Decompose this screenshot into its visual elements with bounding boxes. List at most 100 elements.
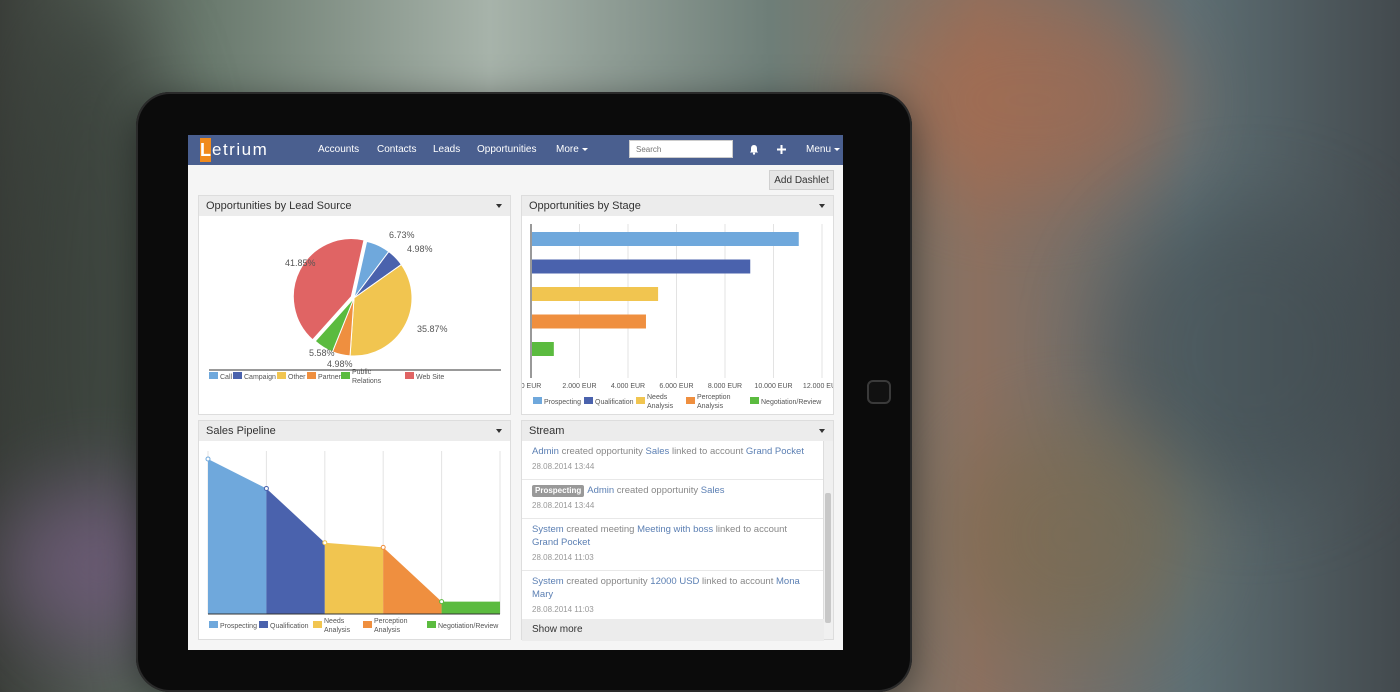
stream-link[interactable]: Mona Mary — [532, 576, 800, 600]
stream-link[interactable]: Grand Pocket — [532, 537, 591, 548]
sales-pipeline-chart: Prospecting Qualification Needs Analysis Per… — [205, 451, 501, 634]
stream-link[interactable]: 12000 USD — [650, 576, 700, 587]
area-segment-perception-analysis — [383, 547, 442, 614]
chevron-down-icon[interactable] — [496, 204, 502, 208]
bar-negotiation-review — [532, 342, 554, 356]
pie-value-label: 35.87% — [417, 324, 448, 334]
area-point — [380, 544, 386, 550]
area-segment-needs-analysis — [324, 542, 384, 614]
chevron-down-icon[interactable] — [819, 204, 825, 208]
area-segment-qualification — [266, 488, 325, 614]
area-point — [322, 540, 328, 546]
stream-link[interactable]: Grand Pocket — [745, 446, 804, 457]
nav-accounts[interactable]: Accounts — [318, 144, 360, 155]
stream-text: linked to account — [669, 446, 746, 457]
nav-contacts[interactable]: Contacts — [377, 144, 417, 155]
stream-item: Admin created opportunity Sales linked t… — [522, 441, 824, 480]
stream-link[interactable]: Admin — [532, 446, 559, 457]
stream-text: linked to account — [699, 576, 776, 587]
bar-tick-label: 10.000 EUR — [754, 383, 792, 390]
area-legend-swatch — [209, 621, 218, 628]
nav-menu[interactable]: Menu — [806, 144, 841, 155]
background-blur — [950, 420, 1200, 650]
panel-header: Sales Pipeline — [199, 421, 510, 441]
stream-scrollbar[interactable] — [823, 441, 833, 639]
nav-opportunities[interactable]: Opportunities — [477, 144, 537, 155]
bar-legend-swatch — [686, 397, 695, 404]
area-legend-label: Negotiation/Review — [438, 623, 499, 630]
status-badge: Prospecting — [532, 485, 585, 497]
panel-title: Sales Pipeline — [206, 425, 276, 437]
panel-title: Opportunities by Lead Source — [206, 200, 352, 212]
nav-menu-label: Menu — [806, 144, 832, 155]
bar-prospecting — [532, 232, 799, 246]
nav-leads[interactable]: Leads — [433, 144, 461, 155]
timestamp: 28.08.2014 13:44 — [532, 462, 595, 471]
pipeline-panel: Sales Pipeline Prospecting Qualification N… — [198, 420, 511, 640]
pie-value-label: 41.85% — [285, 258, 316, 268]
pie-legend-swatch — [307, 372, 316, 379]
stream-link[interactable]: Admin — [587, 485, 615, 496]
stream-panel: Stream Admin created opportunity Sales l… — [521, 420, 834, 641]
bar-legend-label: Qualification — [595, 399, 634, 406]
panel-header: Opportunities by Stage — [522, 196, 833, 216]
bell-icon[interactable] — [749, 144, 759, 155]
stream-link[interactable]: Meeting with boss — [637, 524, 714, 535]
bar-legend-label: Needs Analysis — [647, 394, 674, 410]
area-legend-swatch — [259, 621, 268, 628]
search-input[interactable] — [629, 140, 733, 158]
stream-item-text: Admin created opportunity Sales linked t… — [532, 445, 814, 458]
pie-legend-label: Other — [288, 374, 306, 381]
pie-value-label: 4.98% — [407, 244, 433, 254]
panel-header: Opportunities by Lead Source — [199, 196, 510, 216]
timestamp: 28.08.2014 11:03 — [532, 553, 594, 562]
show-more-button[interactable]: Show more — [522, 619, 824, 641]
scroll-thumb[interactable] — [825, 493, 831, 623]
bar-tick-label: 8.000 EUR — [708, 383, 742, 390]
stream-item: System created opportunity 12000 USD lin… — [522, 571, 824, 623]
bar-legend-swatch — [533, 397, 542, 404]
stream-link[interactable]: Sales — [645, 446, 670, 457]
stream-item-text: System created meeting Meeting with boss… — [532, 523, 814, 549]
add-dashlet-button[interactable]: Add Dashlet — [769, 170, 834, 190]
stream-text: created opportunity — [563, 576, 651, 587]
plus-icon[interactable] — [777, 145, 786, 154]
stream-link[interactable]: System — [532, 576, 564, 587]
chevron-down-icon — [581, 147, 588, 151]
area-point — [263, 485, 269, 491]
pie-value-label: 6.73% — [389, 230, 415, 240]
bar-tick-label: 2.000 EUR — [562, 383, 596, 390]
app-logo[interactable]: L etrium — [200, 138, 268, 162]
pie-legend-label: Public Relations — [352, 369, 382, 385]
home-button[interactable] — [867, 380, 891, 404]
stream-text: created meeting — [563, 524, 638, 535]
bar-tick-label: 12.000 EUR — [803, 383, 833, 390]
pie-value-label: 5.58% — [309, 348, 335, 358]
stage-panel: Opportunities by Stage 0 EUR 2.000 EUR 4.0… — [521, 195, 841, 415]
panel-title: Opportunities by Stage — [529, 200, 641, 212]
stream-item: System created meeting Meeting with boss… — [522, 519, 824, 571]
area-segment-negotiation-review — [441, 601, 500, 614]
stage-bar-chart: 0 EUR 2.000 EUR 4.000 EUR 6.000 EUR 8.000 EU… — [521, 224, 841, 410]
pie-legend-label: Partner — [318, 374, 342, 381]
pie-legend-swatch — [341, 372, 350, 379]
stream-item: Prospecting Admin created opportunity Sal… — [522, 480, 824, 519]
chevron-down-icon — [834, 147, 841, 151]
area-legend-label: Needs Analysis — [324, 618, 351, 634]
chevron-down-icon[interactable] — [819, 429, 825, 433]
bar-legend-swatch — [584, 397, 593, 404]
bar-legend-swatch — [636, 397, 645, 404]
stream-link[interactable]: Sales — [700, 485, 725, 496]
top-navbar: L etrium Accounts Contacts Leads Opportu… — [188, 135, 843, 165]
timestamp: 28.08.2014 11:03 — [532, 605, 594, 614]
area-segment-prospecting — [208, 459, 267, 614]
area-legend-swatch — [313, 621, 322, 628]
area-legend-label: Qualification — [270, 623, 309, 630]
bar-perception-analysis — [532, 314, 646, 329]
nav-more[interactable]: More — [556, 144, 588, 155]
lead-source-pie-chart: 6.73%4.98%35.87%4.98%5.58%41.85%Call Camp… — [209, 230, 501, 385]
chevron-down-icon[interactable] — [496, 429, 502, 433]
pie-legend-swatch — [209, 372, 218, 379]
area-legend-label: Perception Analysis — [374, 618, 408, 634]
stream-link[interactable]: System — [532, 524, 564, 535]
